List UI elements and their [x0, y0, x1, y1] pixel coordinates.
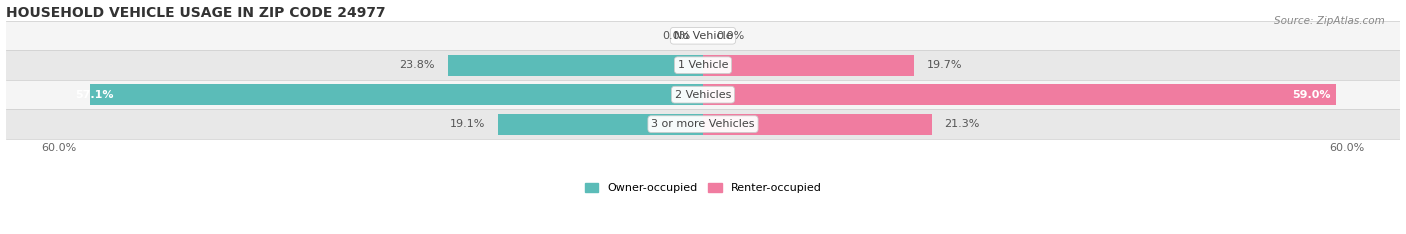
Text: 21.3%: 21.3%: [945, 119, 980, 129]
Text: 19.7%: 19.7%: [927, 60, 963, 70]
FancyBboxPatch shape: [6, 109, 1400, 139]
Text: No Vehicle: No Vehicle: [673, 31, 733, 41]
FancyBboxPatch shape: [6, 21, 1400, 51]
Text: HOUSEHOLD VEHICLE USAGE IN ZIP CODE 24977: HOUSEHOLD VEHICLE USAGE IN ZIP CODE 2497…: [6, 6, 385, 20]
Bar: [498, 113, 703, 135]
Text: 0.0%: 0.0%: [662, 31, 690, 41]
Text: 2 Vehicles: 2 Vehicles: [675, 90, 731, 100]
Text: 57.1%: 57.1%: [76, 90, 114, 100]
Text: 3 or more Vehicles: 3 or more Vehicles: [651, 119, 755, 129]
Bar: [703, 84, 1336, 105]
Text: 0.0%: 0.0%: [716, 31, 744, 41]
Bar: [703, 113, 932, 135]
Bar: [703, 55, 914, 76]
Text: 23.8%: 23.8%: [399, 60, 434, 70]
Text: 59.0%: 59.0%: [1292, 90, 1330, 100]
Text: 1 Vehicle: 1 Vehicle: [678, 60, 728, 70]
Text: 19.1%: 19.1%: [450, 119, 485, 129]
FancyBboxPatch shape: [6, 51, 1400, 80]
Legend: Owner-occupied, Renter-occupied: Owner-occupied, Renter-occupied: [581, 178, 825, 197]
Bar: [90, 84, 703, 105]
Bar: [447, 55, 703, 76]
Text: Source: ZipAtlas.com: Source: ZipAtlas.com: [1274, 16, 1385, 26]
FancyBboxPatch shape: [6, 80, 1400, 109]
